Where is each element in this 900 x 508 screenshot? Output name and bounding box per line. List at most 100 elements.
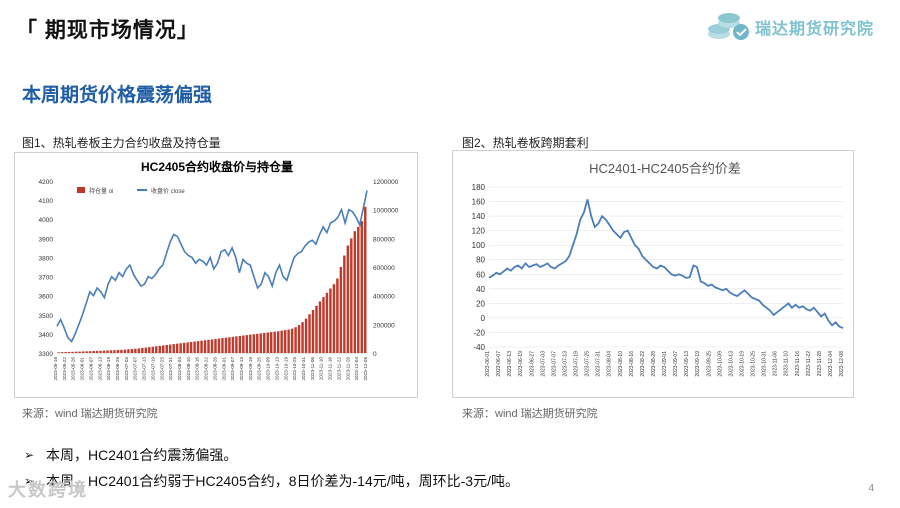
oi-bar (290, 328, 294, 353)
oi-bar (148, 347, 151, 353)
oi-bar (235, 336, 238, 353)
oi-bar (207, 339, 210, 353)
legend-swatch-oi (77, 187, 85, 193)
oi-bar (249, 334, 252, 353)
oi-bar (67, 351, 71, 353)
x-tick-label: 2023-08-10 (618, 351, 624, 377)
oi-bar (346, 245, 350, 353)
oi-bar (175, 343, 179, 353)
x-tick-label: 2023-10-19 (283, 357, 288, 381)
x-tick-label: 2023-11-16 (328, 357, 333, 381)
oi-bar (360, 221, 363, 353)
y-left-tick-label: 4200 (39, 179, 54, 186)
oi-bar (252, 334, 256, 353)
y-tick-label: 0 (481, 314, 486, 323)
x-tick-label: 2023-06-19 (106, 357, 111, 381)
oi-bar (280, 330, 283, 353)
y-right-tick-label: 0 (373, 351, 377, 358)
x-tick-label: 2023-12-08 (839, 351, 845, 377)
x-tick-label: 2023-05-16 (53, 357, 58, 381)
x-tick-label: 2023-10-25 (751, 351, 757, 377)
x-tick-label: 2023-06-26 (115, 357, 120, 381)
oi-bar (301, 322, 304, 353)
oi-bar (189, 341, 193, 353)
oi-bar (287, 329, 290, 353)
x-tick-label: 2023-06-07 (88, 357, 93, 381)
x-tick-label: 2023-11-10 (319, 357, 324, 381)
x-tick-label: 2023-07-13 (562, 351, 568, 377)
oi-bar (109, 350, 113, 353)
x-tick-label: 2023-10-31 (301, 357, 306, 381)
x-tick-label: 2023-08-04 (607, 351, 613, 377)
oi-bar (186, 342, 189, 353)
bullet-item: ➢ 本周，HC2401合约震荡偏强。 (24, 442, 519, 468)
oi-bar (294, 327, 297, 353)
oi-bar (127, 349, 130, 353)
oi-bar (85, 351, 88, 353)
figure2-caption: 图2、热轧卷板跨期套利 (462, 136, 589, 150)
x-tick-label: 2023-11-22 (336, 357, 341, 381)
oi-bar (165, 344, 168, 353)
x-tick-label: 2023-10-13 (728, 351, 734, 377)
figure2-source: 来源：wind 瑞达期货研究院 (462, 408, 598, 420)
oi-bar (259, 333, 262, 353)
oi-bar (357, 226, 360, 353)
x-tick-label: 2023-09-13 (239, 357, 244, 381)
y-tick-label: 100 (472, 241, 486, 250)
y-right-tick-label: 400000 (373, 294, 395, 301)
oi-bar (238, 335, 242, 353)
arrow-bullet-icon: ➢ (24, 474, 35, 488)
x-tick-label: 2023-06-19 (518, 351, 524, 377)
x-tick-label: 2023-11-06 (773, 351, 779, 376)
bullet-list: ➢ 本周，HC2401合约震荡偏强。 ➢ 本周，HC2401合约弱于HC2405… (24, 442, 519, 494)
x-tick-label: 2023-11-22 (806, 351, 812, 376)
chart1-container: HC2405合约收盘价与持仓量 持仓量 oi 收盘价 close 3300 3400 35… (14, 152, 418, 398)
x-tick-label: 2023-08-28 (651, 351, 657, 377)
y-tick-label: 20 (476, 299, 485, 308)
oi-bar (102, 350, 106, 353)
bullet-item: ➢ 本周，HC2401合约弱于HC2405合约，8日价差为-14元/吨，周环比-… (24, 468, 519, 494)
x-tick-label: 2023-10-31 (762, 351, 768, 377)
x-tick-label: 2023-06-07 (496, 351, 502, 377)
x-tick-label: 2023-08-10 (186, 357, 191, 381)
y-tick-label: 60 (476, 270, 485, 279)
oi-bar (74, 351, 78, 353)
x-tick-label: 2023-07-25 (585, 351, 591, 377)
oi-bar (144, 347, 148, 353)
section-heading: 本周期货价格震荡偏强 (22, 85, 213, 106)
x-tick-label: 2023-07-03 (124, 357, 129, 381)
y-right-tick-label: 800000 (373, 236, 395, 243)
bullet-text: 本周，HC2401合约震荡偏强。 (46, 447, 238, 463)
y-left-tick-label: 3500 (39, 313, 54, 320)
y-right-tick-label: 600000 (373, 265, 395, 272)
legend-label-close: 收盘价 close (151, 187, 185, 195)
oi-bar (336, 278, 339, 353)
oi-bar (116, 349, 120, 353)
x-tick-label: 2023-10-25 (292, 357, 297, 381)
bullet-text: 本周，HC2401合约弱于HC2405合约，8日价差为-14元/吨，周环比-3元… (46, 473, 519, 489)
y-tick-label: 160 (472, 198, 486, 207)
oi-bar (130, 348, 134, 353)
oi-bar (329, 288, 332, 353)
oi-bar (57, 352, 60, 353)
x-tick-label: 2023-09-01 (221, 357, 226, 381)
x-tick-label: 2023-06-13 (507, 351, 513, 377)
chart1-title: HC2405合约收盘价与持仓量 (141, 159, 293, 174)
y-right-tick-label: 1000000 (373, 208, 399, 215)
oi-bar (224, 337, 228, 353)
x-tick-label: 2023-09-19 (248, 357, 253, 381)
oi-bar (92, 350, 95, 353)
watermark: 大数跨境 (8, 480, 88, 500)
oi-bar (269, 332, 273, 353)
oi-bar (283, 330, 287, 353)
x-tick-label: 2023-09-07 (673, 351, 679, 377)
oi-bar (221, 338, 224, 353)
oi-bar (343, 255, 346, 353)
oi-bar (228, 337, 231, 353)
x-tick-label: 2023-08-16 (629, 351, 635, 377)
x-tick-label: 2023-11-06 (310, 357, 315, 381)
page-number: 4 (868, 483, 874, 494)
y-tick-label: 180 (472, 183, 486, 192)
oi-bar (242, 335, 245, 353)
x-tick-label: 2023-07-13 (142, 357, 147, 381)
